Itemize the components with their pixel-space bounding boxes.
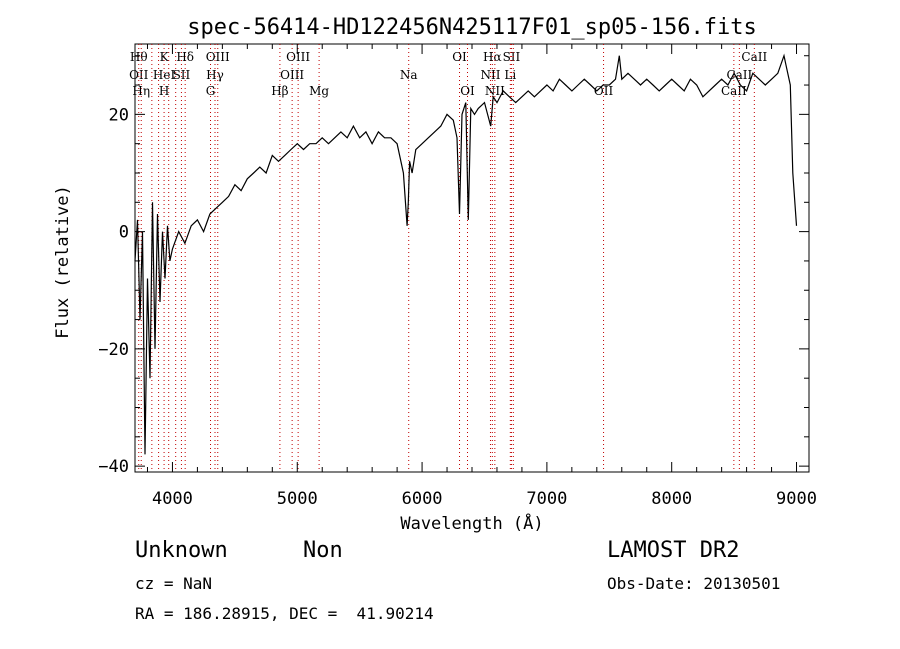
line-marker-label: OII	[594, 84, 614, 98]
line-marker-label: CaII	[721, 84, 747, 98]
line-marker-label: SII	[173, 68, 191, 82]
line-marker-label: Li	[504, 68, 516, 82]
line-marker-label: Hη	[132, 84, 150, 98]
line-marker-label: G	[206, 84, 216, 98]
line-marker-label: Na	[400, 68, 418, 82]
object-name: Unknown	[135, 538, 228, 563]
line-marker-label: HeI	[153, 68, 176, 82]
line-marker-label: SII	[503, 50, 521, 64]
obs-date: Obs-Date: 20130501	[607, 574, 781, 593]
plot-frame	[134, 43, 810, 473]
line-marker-label: NII	[480, 68, 500, 82]
y-axis-label: Flux (relative)	[53, 185, 73, 339]
line-marker-label: OIII	[286, 50, 310, 64]
line-marker-label: Hγ	[206, 68, 224, 82]
line-marker-label: K	[160, 50, 170, 64]
line-marker-label: OI	[460, 84, 475, 98]
y-tick-label: −40	[98, 457, 129, 477]
line-marker-label: Hδ	[176, 50, 194, 64]
x-axis-label: Wavelength (Å)	[400, 512, 543, 534]
line-marker-label: CaII	[741, 50, 767, 64]
ra-dec: RA = 186.28915, DEC = 41.90214	[135, 604, 434, 623]
line-markers: Hθ OII Hη K HeI H SII Hδ G Hγ OIII Hβ OIII OIII Mg Na OI…	[129, 44, 767, 472]
x-tick-label: 7000	[526, 489, 567, 509]
line-marker-label: OI	[452, 50, 467, 64]
spectrum-line	[134, 53, 798, 455]
line-marker-label: Hθ	[130, 50, 148, 64]
x-tick-label: 8000	[651, 489, 692, 509]
x-tick-label: 5000	[277, 489, 318, 509]
x-tick-label: 4000	[152, 489, 193, 509]
object-class: Non	[303, 538, 343, 563]
line-marker-label: NII	[485, 84, 505, 98]
y-tick-label: 0	[119, 223, 129, 243]
y-tick-label: −20	[98, 340, 129, 360]
line-marker-label: H	[159, 84, 169, 98]
chart-title: spec-56414-HD122456N425117F01_sp05-156.f…	[187, 15, 757, 40]
x-tick-label: 6000	[402, 489, 443, 509]
line-marker-label: OII	[129, 68, 149, 82]
survey-name: LAMOST DR2	[607, 538, 740, 563]
line-marker-label: OIII	[280, 68, 304, 82]
line-marker-label: OIII	[206, 50, 230, 64]
line-marker-label: Hβ	[271, 84, 288, 98]
x-tick-label: 9000	[776, 489, 817, 509]
y-tick-label: 20	[109, 105, 129, 125]
line-marker-label: Mg	[309, 84, 329, 98]
line-marker-label: Hα	[483, 50, 502, 64]
line-marker-label: CaII	[726, 68, 752, 82]
axis-ticks: 4000 5000 6000 7000 8000 9000 −40 −20 0 20	[98, 44, 817, 509]
cz-value: cz = NaN	[135, 574, 213, 593]
